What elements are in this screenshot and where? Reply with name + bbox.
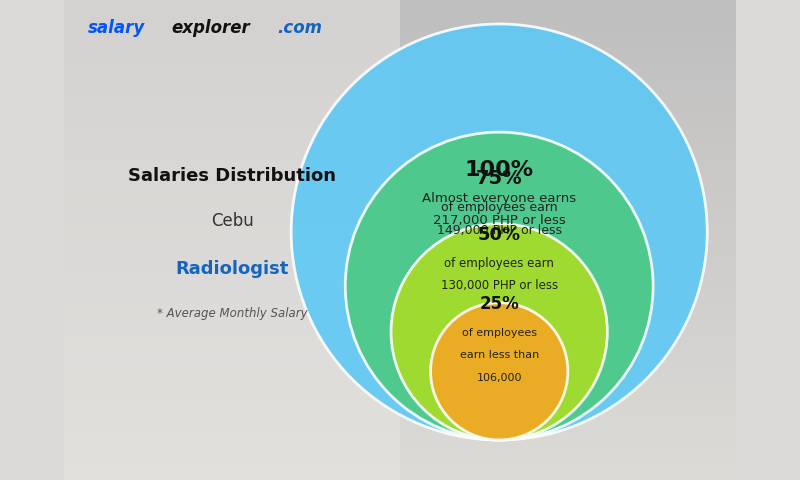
- Circle shape: [291, 24, 707, 440]
- Bar: [64, 32, 736, 48]
- Circle shape: [391, 224, 607, 440]
- Text: 149,000 PHP or less: 149,000 PHP or less: [437, 224, 562, 237]
- Circle shape: [430, 303, 568, 440]
- Text: of employees earn: of employees earn: [441, 201, 558, 214]
- Bar: [64, 0, 736, 16]
- Bar: [64, 80, 736, 96]
- Bar: [64, 144, 736, 160]
- Text: * Average Monthly Salary: * Average Monthly Salary: [157, 307, 307, 320]
- Text: salary: salary: [88, 19, 146, 37]
- Bar: [64, 96, 736, 112]
- Bar: [64, 288, 736, 304]
- Text: 106,000: 106,000: [477, 372, 522, 383]
- Text: Cebu: Cebu: [210, 212, 254, 230]
- Circle shape: [346, 132, 653, 440]
- Text: 130,000 PHP or less: 130,000 PHP or less: [441, 279, 558, 292]
- Text: Radiologist: Radiologist: [175, 260, 289, 278]
- Text: 50%: 50%: [478, 226, 521, 243]
- Bar: [64, 48, 736, 64]
- Bar: [64, 176, 736, 192]
- Bar: [64, 160, 736, 176]
- Text: Salaries Distribution: Salaries Distribution: [128, 167, 336, 185]
- Bar: [64, 128, 736, 144]
- Bar: [64, 64, 736, 80]
- Bar: [64, 336, 736, 352]
- Text: explorer: explorer: [171, 19, 250, 37]
- Text: 75%: 75%: [476, 169, 522, 189]
- Bar: [64, 432, 736, 448]
- Bar: [64, 448, 736, 464]
- Bar: [64, 352, 736, 368]
- Bar: [64, 464, 736, 480]
- Bar: [64, 304, 736, 320]
- Text: .com: .com: [277, 19, 322, 37]
- FancyBboxPatch shape: [64, 0, 400, 480]
- Text: of employees earn: of employees earn: [444, 257, 554, 270]
- Text: 217,000 PHP or less: 217,000 PHP or less: [433, 214, 566, 227]
- Bar: [64, 416, 736, 432]
- Bar: [64, 256, 736, 272]
- Bar: [64, 16, 736, 32]
- Text: Almost everyone earns: Almost everyone earns: [422, 192, 576, 205]
- Bar: [64, 240, 736, 256]
- Bar: [64, 208, 736, 224]
- Bar: [64, 384, 736, 400]
- Bar: [64, 224, 736, 240]
- Bar: [64, 112, 736, 128]
- Text: of employees: of employees: [462, 328, 537, 338]
- Bar: [64, 272, 736, 288]
- Text: 100%: 100%: [465, 159, 534, 180]
- Text: 25%: 25%: [479, 295, 519, 313]
- Bar: [64, 400, 736, 416]
- Bar: [64, 192, 736, 208]
- Bar: [64, 368, 736, 384]
- Text: earn less than: earn less than: [459, 350, 539, 360]
- Bar: [64, 320, 736, 336]
